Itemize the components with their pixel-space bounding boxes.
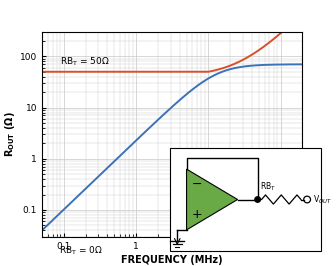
X-axis label: FREQUENCY (MHz): FREQUENCY (MHz) xyxy=(121,255,223,265)
Y-axis label: R$_\mathregular{OUT}$ (Ω): R$_\mathregular{OUT}$ (Ω) xyxy=(3,111,17,157)
Circle shape xyxy=(255,197,260,202)
Text: +: + xyxy=(192,208,203,221)
Text: RB$_\mathregular{T}$ = 50Ω: RB$_\mathregular{T}$ = 50Ω xyxy=(60,55,110,68)
Text: V$_{OUT}$: V$_{OUT}$ xyxy=(312,193,332,206)
Text: RB$_T$: RB$_T$ xyxy=(260,180,277,193)
Polygon shape xyxy=(186,169,238,230)
Text: −: − xyxy=(192,178,203,191)
Text: RB$_\mathregular{T}$ = 0Ω: RB$_\mathregular{T}$ = 0Ω xyxy=(59,244,103,257)
